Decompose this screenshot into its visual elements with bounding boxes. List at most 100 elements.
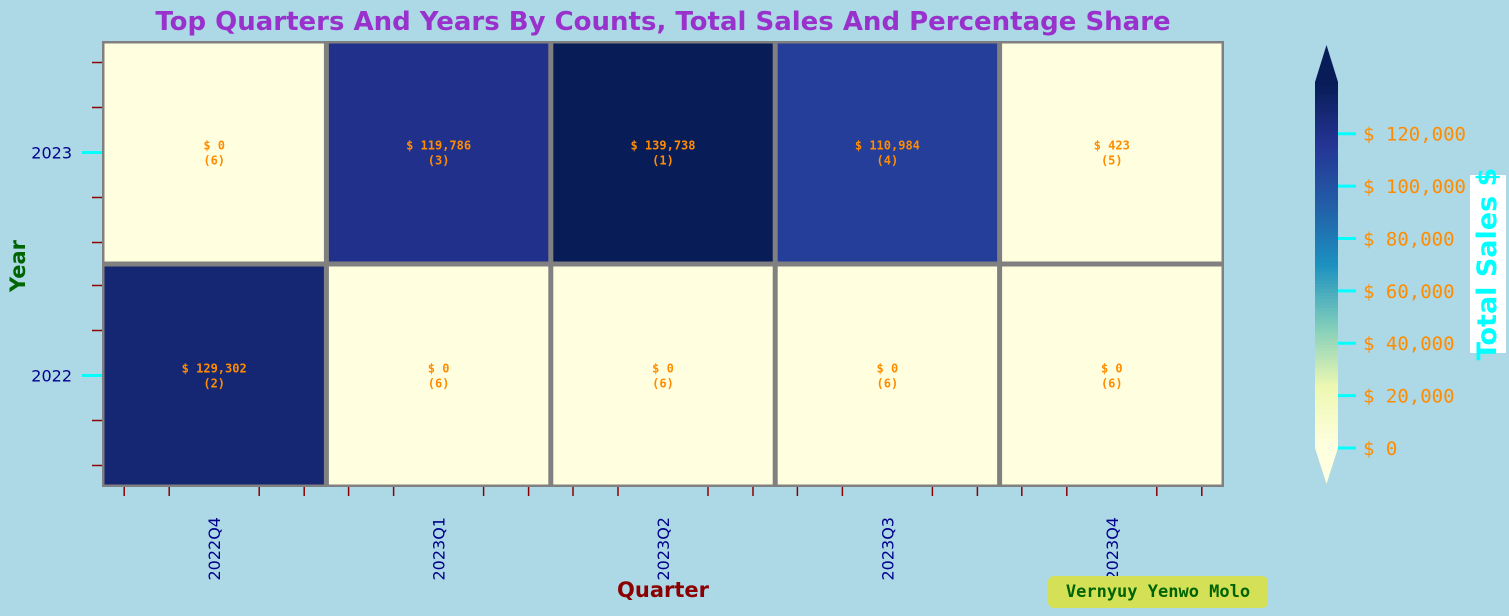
colorbar-band — [1315, 414, 1338, 418]
colorbar-band — [1315, 252, 1338, 257]
colorbar-band — [1315, 100, 1338, 104]
cell-rank-label: (6) — [428, 377, 450, 391]
colorbar-band — [1315, 423, 1338, 428]
colorbar-band — [1315, 109, 1338, 113]
colorbar-band — [1315, 249, 1338, 254]
colorbar-band — [1315, 377, 1338, 382]
colorbar-band — [1315, 396, 1338, 400]
colorbar-tick-label: $ 0 — [1363, 438, 1397, 460]
colorbar-band — [1315, 289, 1338, 293]
colorbar-band — [1315, 130, 1338, 135]
colorbar-band — [1315, 191, 1338, 196]
cell-rank-label: (2) — [203, 377, 225, 391]
colorbar-band — [1315, 118, 1338, 123]
cell-rank-label: (3) — [428, 154, 450, 168]
colorbar-band — [1315, 88, 1338, 92]
colorbar-tick-label: $ 80,000 — [1363, 228, 1455, 250]
colorbar-band — [1315, 161, 1338, 165]
cell-rank-label: (4) — [877, 154, 899, 168]
colorbar-band — [1315, 393, 1338, 397]
cell-value-label: $ 139,738 — [630, 139, 695, 153]
colorbar-band — [1315, 365, 1338, 370]
colorbar-band — [1315, 170, 1338, 174]
colorbar-band — [1315, 200, 1338, 205]
heatmap-cell — [104, 266, 324, 485]
colorbar-band — [1315, 338, 1338, 342]
colorbar-band — [1315, 85, 1338, 89]
colorbar-band — [1315, 136, 1338, 141]
colorbar-band — [1315, 139, 1338, 144]
colorbar-band — [1315, 304, 1338, 309]
x-tick-label: 2023Q2 — [654, 517, 673, 581]
colorbar-band — [1315, 444, 1338, 449]
colorbar-band — [1315, 133, 1338, 138]
heatmap-cell — [777, 266, 998, 485]
cell-value-label: $ 129,302 — [182, 362, 247, 376]
colorbar-band — [1315, 219, 1338, 223]
colorbar-band — [1315, 103, 1338, 107]
colorbar-band — [1315, 124, 1338, 129]
colorbar-band — [1315, 91, 1338, 95]
colorbar-band — [1315, 344, 1338, 348]
colorbar-tick-label: $ 60,000 — [1363, 281, 1455, 303]
cell-rank-label: (6) — [203, 154, 225, 168]
colorbar-band — [1315, 155, 1338, 159]
cell-rank-label: (5) — [1101, 154, 1123, 168]
colorbar-band — [1315, 194, 1338, 199]
colorbar-band — [1315, 402, 1338, 406]
cell-value-label: $ 0 — [877, 362, 899, 376]
cell-value-label: $ 119,786 — [406, 139, 471, 153]
colorbar-band — [1315, 292, 1338, 296]
x-tick-label: 2023Q3 — [878, 517, 897, 581]
colorbar-band — [1315, 307, 1338, 312]
colorbar-extend-max — [1315, 45, 1338, 82]
credit-badge: Vernyuy Yenwo Molo — [1048, 576, 1268, 608]
colorbar-band — [1315, 301, 1338, 306]
colorbar-band — [1315, 213, 1338, 217]
colorbar-band — [1315, 274, 1338, 278]
colorbar-band — [1315, 143, 1338, 147]
colorbar-band — [1315, 146, 1338, 150]
colorbar-band — [1315, 234, 1338, 239]
colorbar-band — [1315, 127, 1338, 132]
colorbar-band — [1315, 231, 1338, 235]
colorbar-band — [1315, 362, 1338, 367]
y-axis-label: Year — [6, 239, 30, 293]
colorbar-band — [1315, 332, 1338, 336]
x-tick-label: 2023Q1 — [430, 517, 449, 581]
heatmap-cells: $ 0(6)$ 119,786(3)$ 139,738(1)$ 110,984(… — [102, 41, 1224, 487]
colorbar-band — [1315, 441, 1338, 446]
colorbar-band — [1315, 225, 1338, 229]
colorbar-label-bg — [1470, 175, 1506, 353]
colorbar: $ 0 $ 20,000 $ 40,000 $ 60,000 $ 80,000 $ 100… — [1315, 45, 1506, 484]
colorbar-band — [1315, 420, 1338, 425]
colorbar-band — [1315, 167, 1338, 171]
colorbar-band — [1315, 112, 1338, 117]
colorbar-band — [1315, 204, 1338, 208]
colorbar-band — [1315, 286, 1338, 290]
colorbar-band — [1315, 359, 1338, 364]
cell-value-label: $ 0 — [203, 139, 225, 153]
colorbar-band — [1315, 341, 1338, 345]
colorbar-band — [1315, 380, 1338, 385]
colorbar-band — [1315, 207, 1338, 211]
colorbar-band — [1315, 295, 1338, 300]
chart-title: Top Quarters And Years By Counts, Total … — [155, 7, 1170, 37]
cell-rank-label: (1) — [652, 154, 674, 168]
x-axis-label: Quarter — [617, 578, 710, 602]
colorbar-band — [1315, 222, 1338, 226]
cell-value-label: $ 423 — [1094, 139, 1130, 153]
colorbar-band — [1315, 313, 1338, 318]
colorbar-band — [1315, 283, 1338, 287]
colorbar-band — [1315, 319, 1338, 324]
colorbar-band — [1315, 432, 1338, 437]
colorbar-band — [1315, 368, 1338, 373]
colorbar-band — [1315, 158, 1338, 162]
heatmap-cell — [553, 266, 773, 485]
colorbar-label: Total Sales $ — [1472, 168, 1503, 361]
colorbar-band — [1315, 258, 1338, 263]
colorbar-band — [1315, 438, 1338, 443]
colorbar-band — [1315, 176, 1338, 181]
heatmap-cell — [553, 43, 773, 262]
